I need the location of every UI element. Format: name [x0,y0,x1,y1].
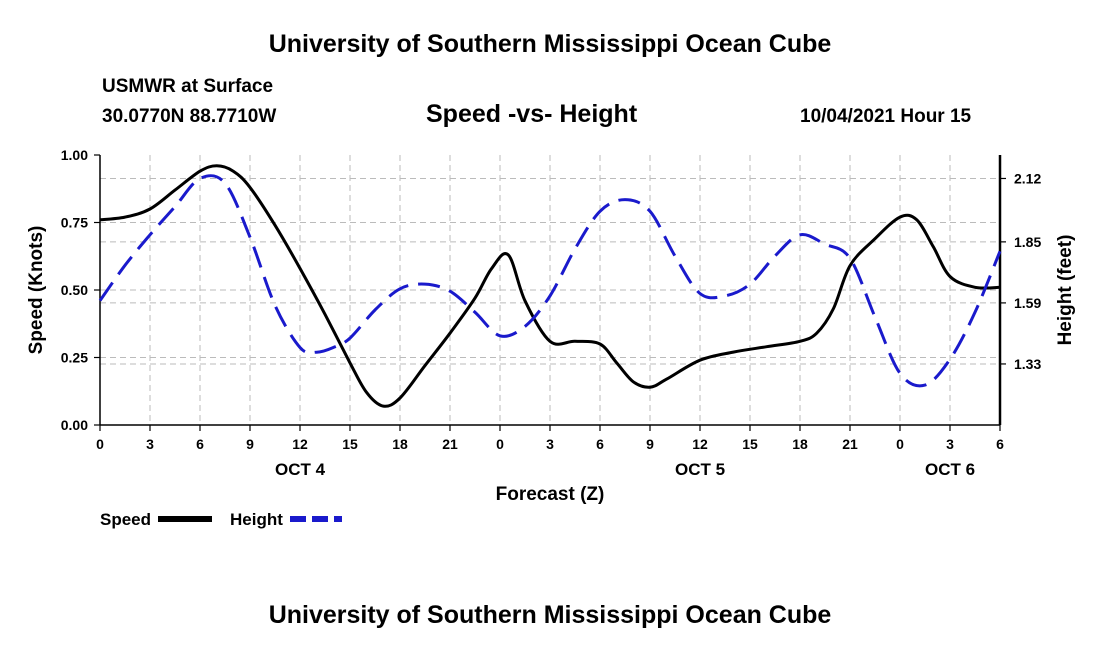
y-left-tick-label: 0.25 [61,350,88,366]
y-left-tick-label: 0.50 [61,282,88,298]
x-tick-label: 6 [996,436,1004,452]
x-tick-label: 9 [246,436,254,452]
x-tick-label: 3 [946,436,954,452]
y-right-axis-title: Height (feet) [1055,235,1076,346]
x-day-label: OCT 6 [925,460,975,479]
legend-speed-swatch [158,516,212,522]
x-tick-label: 15 [342,436,358,452]
x-tick-label: 12 [292,436,308,452]
x-tick-label: 0 [96,436,104,452]
datetime-label: 10/04/2021 Hour 15 [800,106,972,127]
x-day-label: OCT 4 [275,460,326,479]
chart-subtitle: Speed -vs- Height [426,100,638,128]
x-tick-label: 3 [546,436,554,452]
x-tick-label: 18 [792,436,808,452]
y-left-tick-label: 0.00 [61,417,88,433]
y-right-tick-label: 2.12 [1014,170,1041,186]
x-tick-label: 9 [646,436,654,452]
chart-header-title: University of Southern Mississippi Ocean… [268,30,832,58]
y-right-tick-label: 1.33 [1014,356,1041,372]
x-tick-label: 21 [442,436,458,452]
legend-height-swatch [290,516,342,522]
x-tick-label: 6 [196,436,204,452]
x-tick-label: 0 [496,436,504,452]
x-tick-label: 12 [692,436,708,452]
x-day-label: OCT 5 [675,460,725,479]
x-tick-label: 3 [146,436,154,452]
legend-speed-label: Speed [100,510,152,529]
x-tick-label: 21 [842,436,858,452]
y-right-tick-label: 1.59 [1014,295,1041,311]
y-left-tick-label: 1.00 [61,147,88,163]
x-tick-label: 18 [392,436,408,452]
coordinates-label: 30.0770N 88.7710W [102,106,277,127]
station-label: USMWR at Surface [102,76,274,97]
y-right-tick-label: 1.85 [1014,234,1041,250]
y-left-axis-title: Speed (Knots) [26,226,47,355]
y-left-tick-label: 0.75 [61,215,88,231]
x-tick-label: 15 [742,436,758,452]
x-tick-label: 0 [896,436,904,452]
legend-height-label: Height [230,510,283,529]
x-axis-title: Forecast (Z) [496,484,605,505]
chart-footer-title: University of Southern Mississippi Ocean… [268,601,832,629]
x-tick-label: 6 [596,436,604,452]
series-line-speed [99,164,1001,408]
series-line-height [98,174,1002,388]
